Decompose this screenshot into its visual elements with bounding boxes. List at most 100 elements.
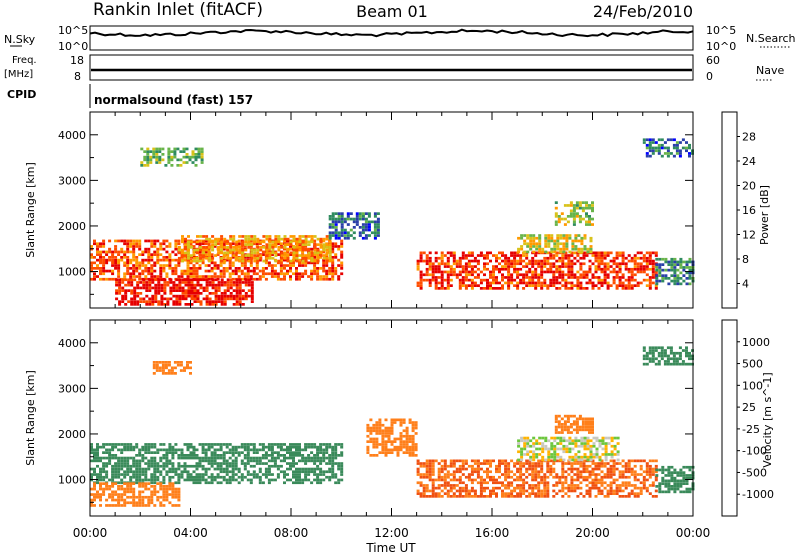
heatmap-cell — [226, 251, 230, 255]
heatmap-cell — [663, 146, 667, 150]
heatmap-cell — [633, 284, 637, 287]
heatmap-cell — [93, 267, 96, 270]
heatmap-cell — [186, 456, 190, 460]
heatmap-cell — [138, 473, 142, 476]
heatmap-cell — [99, 504, 102, 507]
heatmap-cell — [673, 274, 677, 277]
power-yaxis-title: Slant Range [km] — [24, 162, 37, 258]
heatmap-cell — [489, 462, 492, 465]
heatmap-cell — [117, 239, 121, 243]
heatmap-cell — [606, 265, 610, 268]
heatmap-cell — [558, 281, 562, 285]
heatmap-cell — [174, 264, 178, 267]
heatmap-cell — [114, 256, 118, 259]
heatmap-cell — [244, 237, 248, 241]
heatmap-cell — [185, 155, 189, 159]
heatmap-cell — [298, 240, 302, 244]
heatmap-cell — [138, 247, 142, 251]
heatmap-cell — [226, 286, 230, 290]
heatmap-cell — [123, 459, 127, 463]
heatmap-cell — [651, 146, 655, 150]
heatmap-cell — [434, 278, 438, 282]
heatmap-cell — [150, 475, 154, 479]
heatmap-cell — [138, 261, 142, 265]
heatmap-cell — [569, 431, 573, 434]
heatmap-cell — [513, 464, 517, 468]
heatmap-cell — [258, 462, 262, 465]
heatmap-cell — [189, 473, 193, 476]
heatmap-cell — [504, 462, 508, 465]
heatmap-cell — [378, 421, 382, 424]
heatmap-cell — [153, 456, 157, 460]
heatmap-cell — [470, 473, 474, 476]
heatmap-cell — [286, 448, 289, 452]
heatmap-cell — [610, 450, 614, 454]
heatmap-cell — [639, 473, 643, 476]
heatmap-cell — [238, 292, 242, 295]
heatmap-cell — [589, 458, 593, 462]
heatmap-cell — [549, 470, 553, 474]
heatmap-cell — [567, 262, 571, 266]
heatmap-cell — [431, 473, 435, 476]
heatmap-cell — [279, 258, 283, 262]
heatmap-cell — [246, 256, 250, 259]
heatmap-cell — [567, 259, 571, 263]
heatmap-cell — [595, 439, 599, 443]
heatmap-cell — [186, 269, 190, 273]
heatmap-cell — [118, 283, 122, 287]
heatmap-cell — [102, 256, 106, 259]
heatmap-cell — [578, 428, 582, 432]
heatmap-cell — [295, 251, 299, 255]
heatmap-cell — [289, 243, 293, 246]
heatmap-cell — [384, 434, 388, 438]
heatmap-cell — [152, 155, 156, 159]
heatmap-cell — [237, 269, 241, 273]
heatmap-cell — [574, 439, 578, 443]
heatmap-cell — [531, 281, 535, 285]
heatmap-cell — [495, 470, 498, 474]
heatmap-cell — [534, 462, 538, 465]
heatmap-cell — [532, 239, 536, 243]
heatmap-cell — [319, 275, 323, 278]
heatmap-cell — [310, 251, 314, 255]
heatmap-cell — [199, 292, 203, 295]
heatmap-cell — [135, 245, 139, 248]
heatmap-cell — [205, 286, 209, 290]
heatmap-cell — [507, 284, 511, 287]
heatmap-cell — [289, 240, 293, 244]
heatmap-cell — [437, 462, 441, 465]
heatmap-cell — [615, 489, 619, 493]
heatmap-cell — [546, 470, 550, 474]
heatmap-cell — [130, 297, 134, 301]
heatmap-cell — [331, 277, 335, 281]
heatmap-cell — [307, 261, 311, 265]
heatmap-cell — [627, 276, 631, 279]
heatmap-cell — [510, 459, 514, 463]
heatmap-cell — [247, 283, 251, 287]
heatmap-cell — [258, 481, 262, 485]
heatmap-cell — [581, 428, 585, 432]
heatmap-cell — [555, 484, 559, 487]
heatmap-cell — [582, 462, 586, 465]
heatmap-cell — [685, 263, 689, 266]
heatmap-cell — [588, 417, 591, 421]
heatmap-cell — [688, 146, 691, 150]
heatmap-cell — [189, 454, 193, 457]
heatmap-cell — [253, 237, 257, 241]
heatmap-cell — [546, 256, 550, 260]
heatmap-cell — [187, 292, 191, 295]
heatmap-cell — [295, 448, 298, 452]
heatmap-cell — [96, 253, 99, 256]
heatmap-cell — [188, 158, 192, 162]
heatmap-cell — [180, 269, 184, 273]
heatmap-cell — [96, 250, 99, 254]
heatmap-cell — [337, 454, 341, 457]
heatmap-cell — [580, 439, 584, 443]
heatmap-cell — [431, 478, 435, 482]
heatmap-cell — [651, 267, 655, 271]
heatmap-cell — [575, 425, 579, 429]
heatmap-cell — [216, 443, 220, 446]
heatmap-cell — [578, 206, 582, 210]
heatmap-cell — [519, 489, 523, 493]
heatmap-cell — [562, 247, 566, 251]
